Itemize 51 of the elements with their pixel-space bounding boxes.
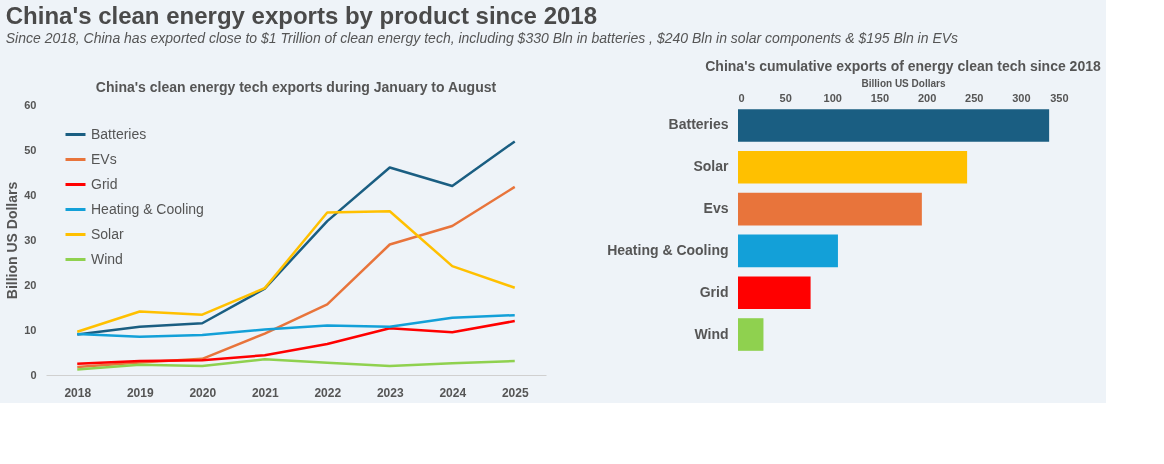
x-tick-label: 350	[1050, 91, 1069, 104]
legend-label: Heating & Cooling	[91, 200, 204, 217]
x-tick-label: 2023	[376, 385, 404, 400]
bar	[738, 234, 838, 268]
x-tick-label: 2022	[314, 385, 342, 400]
y-tick-label: 20	[24, 278, 37, 291]
x-tick-label: 2018	[64, 385, 92, 400]
x-tick-label: 250	[965, 91, 984, 104]
y-tick-label: Wind	[694, 325, 729, 342]
x-tick-label: 300	[1012, 91, 1031, 104]
y-tick-label: Evs	[703, 200, 729, 217]
y-tick-label: Batteries	[668, 116, 729, 133]
y-tick-label: Heating & Cooling	[607, 241, 729, 258]
x-tick-label: 2025	[501, 385, 529, 400]
legend-label: EVs	[91, 150, 117, 167]
line-series	[76, 319, 516, 365]
x-tick-label: 2024	[439, 385, 467, 400]
x-tick-label: 2021	[251, 385, 279, 400]
x-tick-label: 100	[823, 91, 842, 104]
bar	[738, 192, 922, 226]
y-tick-label: 50	[24, 143, 37, 156]
y-tick-label: 10	[24, 323, 37, 336]
text: China's clean energy exports by product since 2018	[5, 2, 598, 29]
x-tick-label: 200	[917, 91, 937, 104]
line-series	[76, 358, 516, 371]
y-tick-label: 40	[24, 188, 37, 201]
text: Since 2018, China has exported close to $1 Trillion of clean energy tech, including $330 Bln in batteries , $240 Bln in solar components & $195 Bln in EVs	[5, 30, 959, 46]
y-tick-label: Solar	[693, 158, 730, 175]
y-tick-label: 30	[24, 233, 37, 246]
x-axis-title: Billion US Dollars	[861, 77, 946, 89]
x-tick-label: 0	[738, 91, 745, 104]
x-tick-label: 50	[779, 91, 792, 104]
x-tick-label: 2020	[189, 385, 217, 400]
legend-label: Solar	[91, 225, 125, 242]
x-tick-label: 150	[870, 91, 890, 104]
y-tick-label: Grid	[699, 283, 729, 300]
y-tick-label: 60	[24, 98, 37, 111]
y-tick-label: 0	[30, 368, 37, 381]
y-axis-title: Billion US Dollars	[4, 181, 21, 300]
line-series	[76, 313, 516, 338]
legend-label: Grid	[91, 175, 118, 192]
legend-label: Wind	[91, 250, 123, 267]
legend-label: Batteries	[91, 125, 147, 142]
bar	[738, 276, 811, 310]
bar	[738, 109, 1050, 142]
x-tick-label: 2019	[126, 385, 154, 400]
bar	[738, 318, 764, 351]
line-series	[76, 140, 516, 336]
chart-title: China's clean energy tech exports during January to August	[95, 79, 497, 95]
chart-title: China's cumulative exports of energy clean tech since 2018	[705, 58, 1101, 74]
bar	[738, 150, 968, 184]
